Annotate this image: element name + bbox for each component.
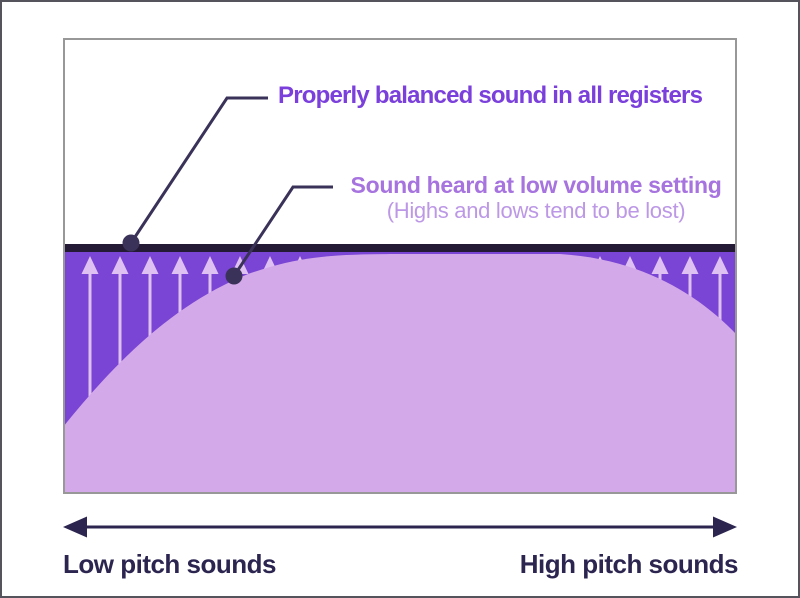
balanced-sound-line: [63, 244, 737, 252]
low-volume-label-block: Sound heard at low volume setting (Highs…: [316, 172, 756, 223]
diagram-box-border: [63, 38, 737, 494]
low-volume-curve: [63, 254, 737, 494]
balanced-sound-label: Properly balanced sound in all registers: [278, 82, 703, 109]
low-volume-label: Sound heard at low volume setting: [350, 172, 722, 198]
low-pitch-label: Low pitch sounds: [63, 549, 277, 579]
high-pitch-label: High pitch sounds: [519, 549, 739, 579]
up-arrow-icon: [81, 256, 99, 484]
low-volume-sublabel: (Highs and lows tend to be lost): [386, 198, 686, 223]
